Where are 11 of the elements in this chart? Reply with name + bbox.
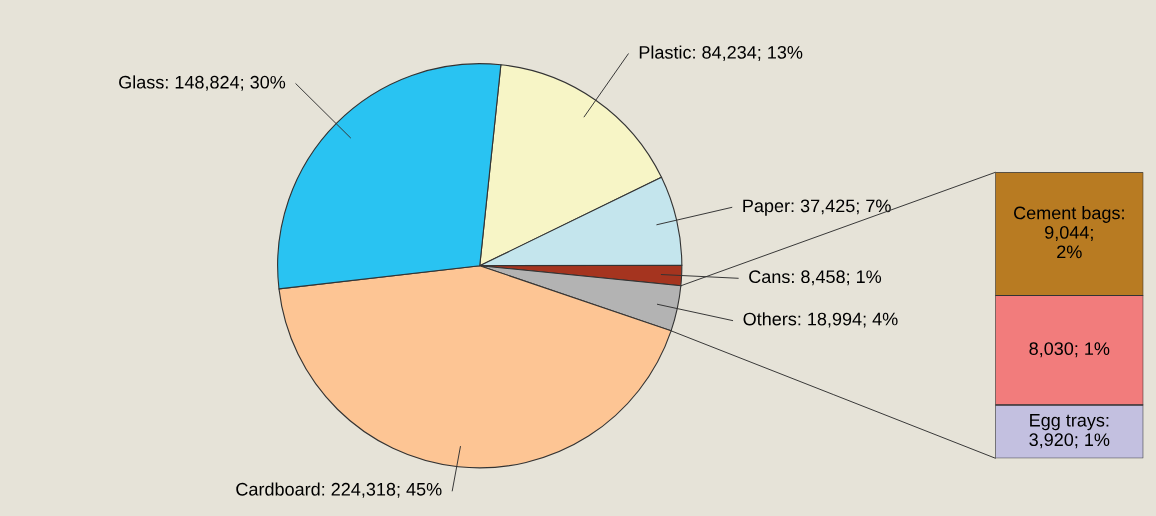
slice-label: Paper: 37,425; 7% <box>743 199 891 216</box>
series-label: Egg trays: <box>1030 414 1109 431</box>
data-label: 3,920; 1% <box>1029 433 1110 449</box>
slice-label: Plastic: 84,234; 13% <box>639 45 803 61</box>
series-label: Cement bags: <box>1014 206 1124 223</box>
data-label: 8,030; 1% <box>1029 342 1110 358</box>
data-label: 9,044; 2% <box>1045 225 1093 259</box>
slice-label: Others: 18,994; 4% <box>743 312 898 328</box>
slice-label: Glass: 148,824; 30% <box>119 75 286 91</box>
slice-label: Cardboard: 224,318; 45% <box>236 482 442 498</box>
slice-label: Cans: 8,458; 1% <box>749 270 882 286</box>
